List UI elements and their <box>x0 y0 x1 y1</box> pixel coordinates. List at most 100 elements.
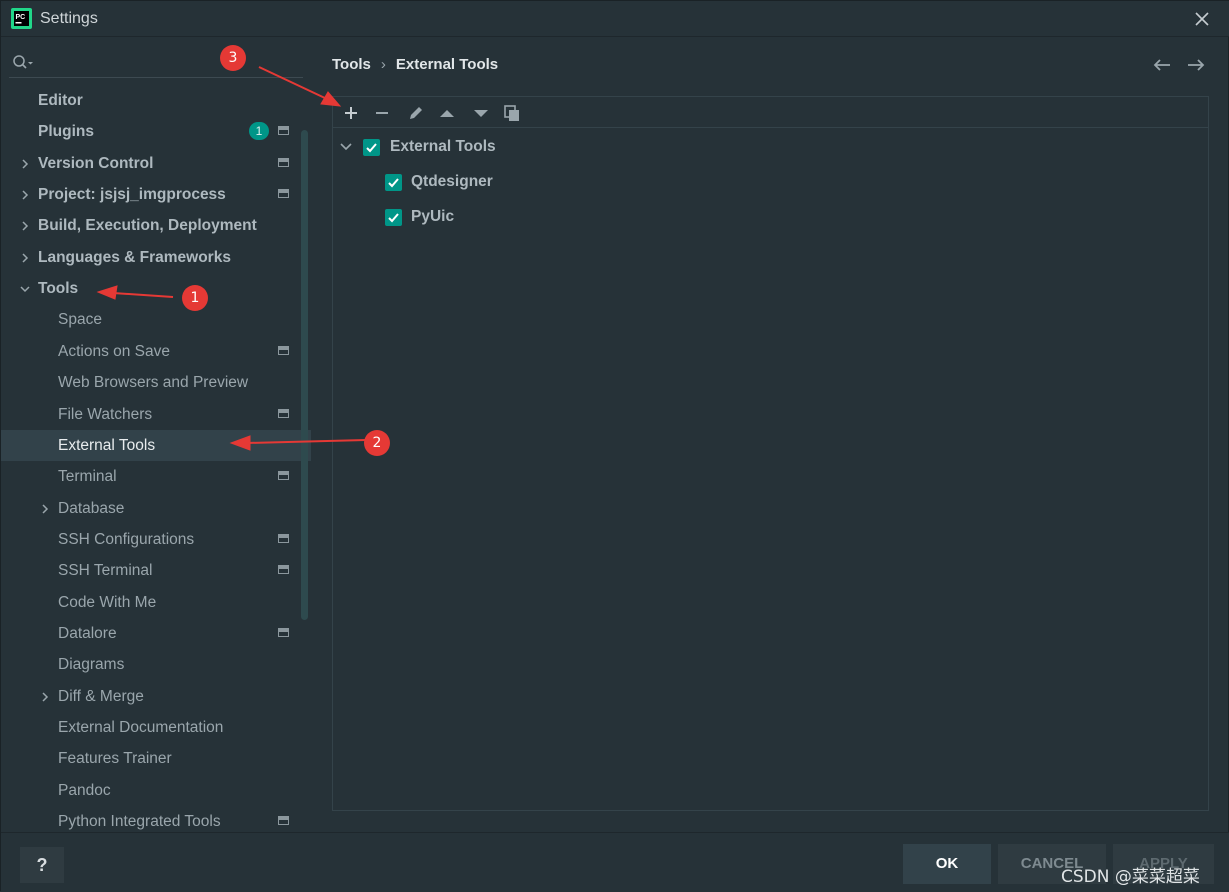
project-settings-icon <box>278 627 289 637</box>
sidebar-scrollbar[interactable] <box>301 130 308 620</box>
external-tools-group-label[interactable]: External Tools <box>390 138 496 155</box>
project-settings-icon <box>278 189 289 199</box>
sidebar-item-version-control[interactable]: Version Control <box>1 148 311 179</box>
sidebar-item-label: Code With Me <box>58 593 157 611</box>
pyuic-checkbox[interactable] <box>385 209 402 226</box>
chevron-right-icon[interactable] <box>20 189 30 201</box>
settings-search-field[interactable] <box>9 48 303 78</box>
back-arrow-icon[interactable] <box>1151 55 1173 75</box>
window-title: Settings <box>40 10 98 27</box>
sidebar-item-label: SSH Terminal <box>58 562 153 580</box>
sidebar-item-space[interactable]: Space <box>1 304 311 335</box>
external-tools-group-checkbox[interactable] <box>363 139 380 156</box>
sidebar-item-label: Datalore <box>58 624 117 642</box>
breadcrumb-current: External Tools <box>395 56 499 73</box>
project-settings-icon <box>278 157 289 167</box>
move-up-icon[interactable] <box>437 103 457 123</box>
external-tools-toolbar <box>333 97 1208 128</box>
sidebar-item-label: Version Control <box>38 154 154 172</box>
sidebar-item-label: Features Trainer <box>58 750 172 768</box>
sidebar-item-editor[interactable]: Editor <box>1 85 311 116</box>
title-bar: PC Settings <box>1 1 1229 37</box>
move-down-icon[interactable] <box>471 103 491 123</box>
svg-text:PC: PC <box>16 14 26 21</box>
sidebar-item-ssh-configurations[interactable]: SSH Configurations <box>1 524 311 555</box>
sidebar-item-python-integrated-tools[interactable]: Python Integrated Tools <box>1 806 311 837</box>
search-icon <box>13 55 33 69</box>
chevron-right-icon[interactable] <box>20 220 30 232</box>
sidebar-item-label: Languages & Frameworks <box>38 248 231 266</box>
sidebar-item-project-jsjsj-imgprocess[interactable]: Project: jsjsj_imgprocess <box>1 179 311 210</box>
sidebar-item-label: Diagrams <box>58 656 125 674</box>
chevron-right-icon[interactable] <box>40 691 50 703</box>
chevron-down-icon[interactable] <box>339 141 353 153</box>
forward-arrow-icon[interactable] <box>1185 55 1207 75</box>
sidebar-item-external-documentation[interactable]: External Documentation <box>1 712 311 743</box>
sidebar-item-label: External Tools <box>58 436 156 454</box>
chevron-right-icon[interactable] <box>40 503 50 515</box>
annotation-marker-3: 3 <box>220 45 246 71</box>
dialog-footer: ? OK CANCEL APPLY CSDN @菜菜超菜 <box>1 832 1229 892</box>
project-settings-icon <box>278 345 289 355</box>
sidebar-item-label: Pandoc <box>58 781 111 799</box>
external-tools-panel: External Tools Qtdesigner PyUic <box>332 96 1209 811</box>
sidebar-item-label: Web Browsers and Preview <box>58 374 249 392</box>
sidebar-item-datalore[interactable]: Datalore <box>1 618 311 649</box>
sidebar-item-database[interactable]: Database <box>1 493 311 524</box>
project-settings-icon <box>278 126 289 136</box>
sidebar-item-actions-on-save[interactable]: Actions on Save <box>1 336 311 367</box>
sidebar-item-label: Actions on Save <box>58 342 171 360</box>
project-settings-icon <box>278 471 289 481</box>
sidebar-item-web-browsers-and-preview[interactable]: Web Browsers and Preview <box>1 367 311 398</box>
sidebar-item-ssh-terminal[interactable]: SSH Terminal <box>1 555 311 586</box>
project-settings-icon <box>278 408 289 418</box>
cancel-button[interactable]: CANCEL <box>998 844 1106 884</box>
check-icon <box>366 143 377 153</box>
sidebar-item-label: SSH Configurations <box>58 530 195 548</box>
sidebar-item-plugins[interactable]: Plugins 1 <box>1 116 311 147</box>
project-settings-icon <box>278 816 289 826</box>
sidebar-item-label: Space <box>58 311 102 329</box>
sidebar-item-terminal[interactable]: Terminal <box>1 461 311 492</box>
sidebar-item-features-trainer[interactable]: Features Trainer <box>1 743 311 774</box>
sidebar-item-label: Editor <box>38 92 83 109</box>
add-icon[interactable] <box>341 103 361 123</box>
breadcrumb-parent[interactable]: Tools <box>332 56 371 73</box>
copy-icon[interactable] <box>502 103 522 123</box>
sidebar-item-label: Build, Execution, Deployment <box>38 217 257 235</box>
sidebar-item-label: Terminal <box>58 468 117 486</box>
sidebar-item-build-execution-deployment[interactable]: Build, Execution, Deployment <box>1 210 311 241</box>
sidebar-item-label: Project: jsjsj_imgprocess <box>38 186 226 204</box>
sidebar-item-label: Diff & Merge <box>58 687 144 705</box>
check-icon <box>388 178 399 188</box>
sidebar-item-pandoc[interactable]: Pandoc <box>1 775 311 806</box>
annotation-marker-2: 2 <box>364 430 390 456</box>
breadcrumb: Tools › External Tools <box>332 56 498 73</box>
sidebar-item-code-with-me[interactable]: Code With Me <box>1 587 311 618</box>
sidebar-item-languages-frameworks[interactable]: Languages & Frameworks <box>1 242 311 273</box>
ok-button[interactable]: OK <box>903 844 991 884</box>
sidebar-item-external-tools[interactable]: External Tools <box>1 429 311 461</box>
help-button[interactable]: ? <box>20 847 64 883</box>
sidebar-item-diagrams[interactable]: Diagrams <box>1 649 311 680</box>
sidebar-item-label: Tools <box>38 280 79 298</box>
apply-button[interactable]: APPLY <box>1113 844 1214 884</box>
tool-item-pyuic[interactable]: PyUic <box>411 208 455 225</box>
update-count-badge: 1 <box>249 122 269 141</box>
close-icon[interactable] <box>1192 9 1212 29</box>
project-settings-icon <box>278 533 289 543</box>
sidebar-item-diff-merge[interactable]: Diff & Merge <box>1 681 311 712</box>
remove-icon[interactable] <box>372 103 392 123</box>
chevron-right-icon[interactable] <box>20 252 30 264</box>
sidebar-item-file-watchers[interactable]: File Watchers <box>1 399 311 430</box>
edit-icon[interactable] <box>406 103 426 123</box>
sidebar-item-tools[interactable]: Tools <box>1 273 311 304</box>
qtdesigner-checkbox[interactable] <box>385 174 402 191</box>
tool-item-qtdesigner[interactable]: Qtdesigner <box>411 173 493 190</box>
sidebar-item-label: Python Integrated Tools <box>58 813 221 831</box>
chevron-right-icon[interactable] <box>20 158 30 170</box>
chevron-down-icon[interactable] <box>20 283 30 295</box>
sidebar-item-label: Plugins <box>38 123 94 141</box>
sidebar-item-label: Database <box>58 499 125 517</box>
sidebar-item-label: External Documentation <box>58 719 224 736</box>
